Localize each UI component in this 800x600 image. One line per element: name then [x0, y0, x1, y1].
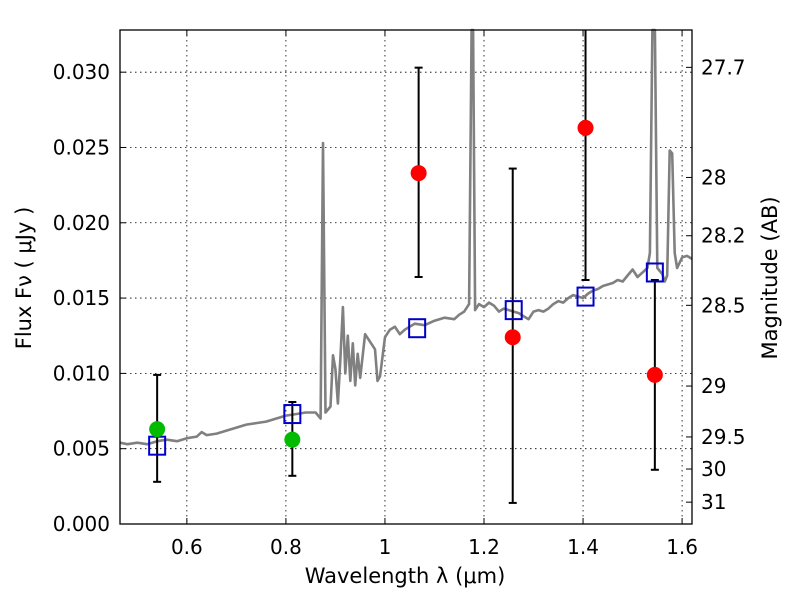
- y-tick-label: 0.005: [53, 437, 110, 461]
- magnitude-tick-label: 28.5: [701, 293, 746, 317]
- x-tick-label: 1.4: [567, 535, 599, 559]
- magnitude-tick-label: 29: [701, 374, 726, 398]
- x-axis-title: Wavelength λ (μm): [305, 564, 506, 588]
- observed-flux-point: [577, 119, 594, 136]
- observed-points-layer: [149, 119, 663, 448]
- model-photometry-square: [283, 404, 302, 425]
- y-tick-label: 0.020: [53, 211, 110, 235]
- spectrum-line: [119, 28, 693, 446]
- magnitude-tick-label: 30: [701, 457, 726, 481]
- x-tick-label: 1.2: [468, 535, 500, 559]
- magnitude-tick-label: 28: [701, 165, 726, 189]
- magnitude-axis-title: Magnitude (AB): [758, 196, 782, 359]
- spectrum-layer: [119, 28, 693, 446]
- x-tick-labels: 0.6 0.8 1 1.2 1.4 1.6: [171, 535, 698, 559]
- x-tick-label: 0.6: [171, 535, 203, 559]
- x-tick-label: 1: [379, 535, 392, 559]
- y-tick-labels: 0.000 0.005 0.010 0.015 0.020 0.025 0.030: [53, 60, 110, 536]
- magnitude-tick-label: 29.5: [701, 425, 746, 449]
- model-photometry-square: [576, 286, 595, 307]
- magnitude-tick-label: 31: [701, 490, 726, 514]
- observed-flux-point: [646, 366, 663, 383]
- magnitude-tick-label: 27.7: [701, 55, 746, 79]
- observed-flux-point: [149, 421, 166, 438]
- magnitude-tick-label: 28.2: [701, 224, 746, 248]
- axis-ticks: [120, 30, 692, 525]
- observed-flux-point: [504, 329, 521, 346]
- x-tick-label: 1.6: [666, 535, 698, 559]
- y-axis-title: Flux Fν ( μJy ): [12, 207, 36, 350]
- x-tick-label: 0.8: [270, 535, 302, 559]
- y-tick-label: 0.000: [53, 512, 110, 536]
- y-tick-label: 0.025: [53, 135, 110, 159]
- y-tick-label: 0.030: [53, 60, 110, 84]
- magnitude-tick-labels: 27.7 28 28.2 28.5 29 29.5 30 31: [701, 55, 746, 514]
- y-tick-label: 0.015: [53, 286, 110, 310]
- model-photometry-square: [645, 262, 664, 283]
- model-photometry-square: [408, 318, 427, 339]
- observed-flux-point: [410, 165, 427, 182]
- observed-flux-point: [284, 431, 301, 448]
- plot-frame: [119, 29, 693, 525]
- model-photometry-square: [504, 300, 523, 321]
- y-tick-label: 0.010: [53, 361, 110, 385]
